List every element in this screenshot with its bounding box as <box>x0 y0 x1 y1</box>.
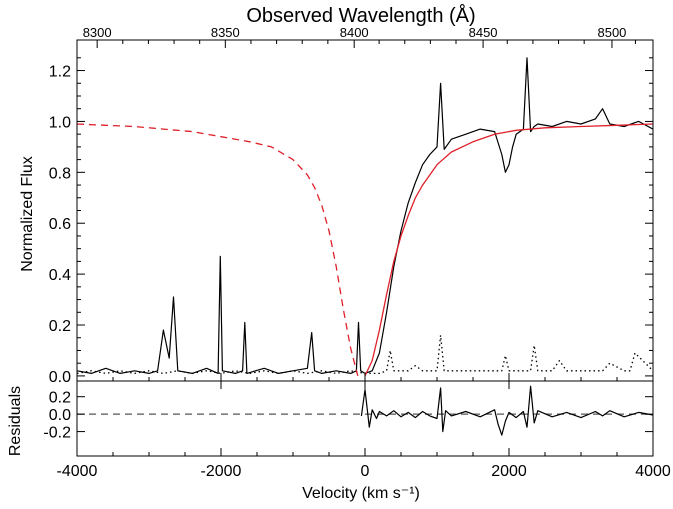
flux-panel: 8300 8350 8400 8450 8500 0.0 0.2 0.4 0.6 0.8 1.0 1.… <box>49 25 654 386</box>
y-tick-label: 0.8 <box>49 165 71 182</box>
main-y-axis-label: Normalized Flux <box>19 156 36 272</box>
x-tick-label: -2000 <box>201 463 242 480</box>
y-tick-label: 1.2 <box>49 64 71 81</box>
model-fit-line <box>364 123 654 377</box>
residuals-panel: -4000 -2000 0 2000 4000 0.20.0-0.2 <box>43 380 671 480</box>
residuals-y-tick-label: 0.0 <box>49 407 71 424</box>
x-axis-label: Velocity (km s⁻¹) <box>302 485 420 502</box>
y-tick-label: 1.0 <box>49 114 71 131</box>
x-tick-label: 4000 <box>635 463 671 480</box>
top-tick-label: 8300 <box>83 25 112 40</box>
top-axis-title: Observed Wavelength (Å) <box>246 4 475 27</box>
top-tick-label: 8450 <box>469 25 498 40</box>
top-tick-label: 8350 <box>211 25 240 40</box>
error-spectrum-line <box>76 334 654 375</box>
top-tick-label: 8400 <box>340 25 369 40</box>
observed-spectrum-line <box>76 57 654 374</box>
residuals-y-axis-label: Residuals <box>7 386 24 456</box>
x-tick-label: -4000 <box>57 463 98 480</box>
model-profile-dashed-line <box>76 123 359 377</box>
top-tick-label: 8500 <box>597 25 626 40</box>
y-tick-label: 0.0 <box>49 369 71 386</box>
y-tick-label: 0.4 <box>49 267 71 284</box>
x-tick-label: 0 <box>361 463 370 480</box>
residuals-y-tick-label: -0.2 <box>43 425 71 442</box>
residuals-y-tick-label: 0.2 <box>49 390 71 407</box>
residuals-line <box>360 385 654 436</box>
y-tick-label: 0.2 <box>49 318 71 335</box>
y-tick-label: 0.6 <box>49 216 71 233</box>
x-tick-label: 2000 <box>491 463 527 480</box>
